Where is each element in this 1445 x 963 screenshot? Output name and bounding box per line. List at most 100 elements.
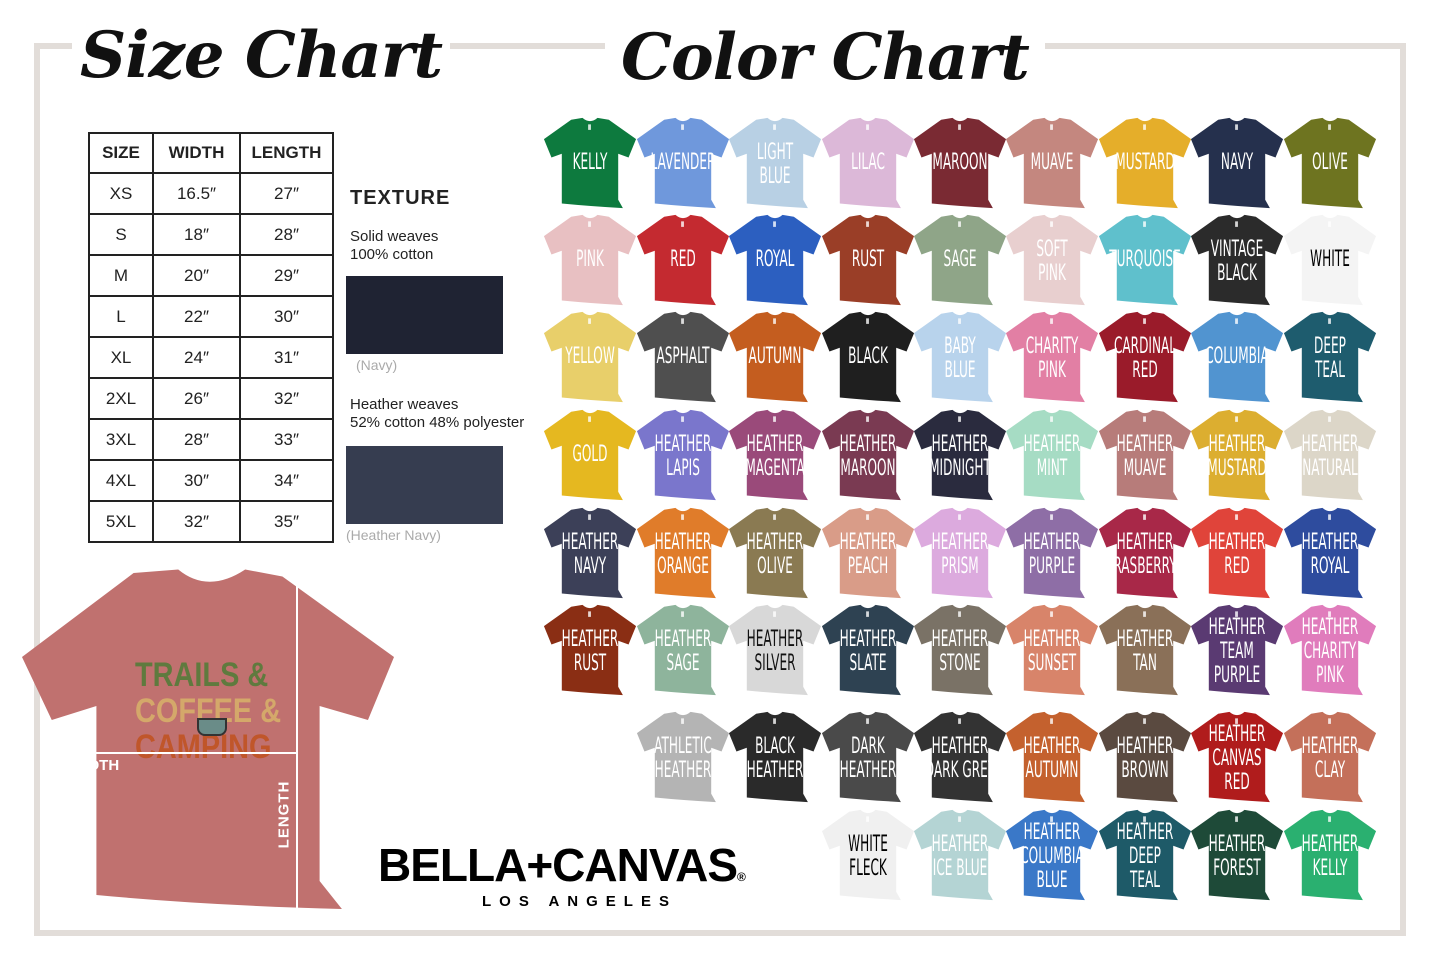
- color-name: HEATHER RED: [1200, 531, 1274, 579]
- color-name-line: RED: [1224, 770, 1250, 795]
- tshirt-icon: [728, 507, 822, 599]
- color-name: HEATHER ICE BLUE: [923, 833, 997, 881]
- color-swatch-shirt: YELLOW: [543, 311, 637, 403]
- color-name-line: FLECK: [849, 856, 887, 881]
- tshirt-icon: [636, 507, 730, 599]
- tshirt-icon: [728, 711, 822, 803]
- color-name: NAVY: [1200, 151, 1274, 175]
- length-cell: 29″: [239, 254, 334, 297]
- tshirt-icon: [543, 409, 637, 501]
- color-name: YELLOW: [553, 345, 627, 369]
- color-name-line: TAN: [1133, 651, 1157, 676]
- color-name-line: NATURAL: [1302, 456, 1358, 481]
- color-name-line: COLUMBIA: [1020, 844, 1084, 869]
- color-name-line: BLACK: [848, 344, 888, 369]
- color-name: HEATHER PURPLE: [1015, 531, 1089, 579]
- color-name-line: BLUE: [759, 164, 791, 189]
- color-name-line: HEATHER: [1116, 530, 1174, 555]
- length-cell: 35″: [239, 500, 334, 543]
- color-swatch-shirt: HEATHER NATURAL: [1283, 409, 1377, 501]
- color-name: ROYAL: [738, 248, 812, 272]
- color-name-line: RED: [1224, 554, 1250, 579]
- color-name-line: WHITE: [848, 832, 888, 857]
- header-size: SIZE: [88, 132, 154, 174]
- color-name: HEATHER TEAM PURPLE: [1200, 616, 1274, 688]
- color-name: HEATHER SAGE: [646, 628, 720, 676]
- length-cell: 33″: [239, 418, 334, 461]
- color-name: HEATHER LAPIS: [646, 433, 720, 481]
- size-cell: XS: [88, 172, 154, 215]
- color-name-line: STONE: [939, 651, 981, 676]
- color-name: HEATHER SILVER: [738, 628, 812, 676]
- color-swatch-shirt: HEATHER NAVY: [543, 507, 637, 599]
- tshirt-icon: [636, 214, 730, 306]
- color-name-line: CLAY: [1314, 758, 1346, 783]
- color-swatch-shirt: HEATHER PURPLE: [1005, 507, 1099, 599]
- tshirt-icon: [913, 311, 1007, 403]
- width-cell: 16.5″: [152, 172, 241, 215]
- color-name: HEATHER RUST: [553, 628, 627, 676]
- color-swatch-shirt: HEATHER SAGE: [636, 604, 730, 696]
- tshirt-icon: [1190, 507, 1284, 599]
- color-swatch-shirt: HEATHER RASBERRY: [1098, 507, 1192, 599]
- color-name: HEATHER OLIVE: [738, 531, 812, 579]
- color-swatch-shirt: HEATHER TAN: [1098, 604, 1192, 696]
- color-name-line: LIGHT: [756, 140, 794, 165]
- color-name: SOFT PINK: [1015, 238, 1089, 286]
- frame-left: [34, 43, 40, 936]
- length-cell: 31″: [239, 336, 334, 379]
- tshirt-icon: [1283, 409, 1377, 501]
- color-name-line: ROYAL: [755, 247, 795, 272]
- color-swatch-shirt: RUST: [821, 214, 915, 306]
- tshirt-icon: [543, 214, 637, 306]
- solid-line1: Solid weaves: [350, 228, 439, 245]
- length-cell: 27″: [239, 172, 334, 215]
- color-name-line: LAVENDER: [650, 150, 716, 175]
- width-cell: 18″: [152, 213, 241, 256]
- width-line: [72, 752, 298, 754]
- color-swatch-shirt: CARDINAL RED: [1098, 311, 1192, 403]
- color-swatch-shirt: HEATHER KELLY: [1283, 809, 1377, 901]
- color-name-line: BLUE: [944, 358, 976, 383]
- color-name-line: AUTUMN: [1025, 758, 1079, 783]
- color-name: HEATHER MUSTARD: [1200, 433, 1274, 481]
- texture-heading: TEXTURE: [350, 187, 451, 209]
- tshirt-icon: [728, 214, 822, 306]
- color-name-line: WHITE: [1310, 247, 1350, 272]
- color-swatch-shirt: SOFT PINK: [1005, 214, 1099, 306]
- color-name-line: GOLD: [572, 442, 608, 467]
- color-name-line: BABY: [944, 334, 976, 359]
- color-name-line: RED: [670, 247, 696, 272]
- color-name-line: ICE BLUE: [932, 856, 988, 881]
- color-name-line: NAVY: [1220, 150, 1254, 175]
- color-name-line: HEATHER: [1116, 734, 1174, 759]
- tshirt-icon: [543, 117, 637, 209]
- size-cell: M: [88, 254, 154, 297]
- color-name-line: LILAC: [851, 150, 885, 175]
- color-name: HEATHER PEACH: [831, 531, 905, 579]
- tshirt-icon: [821, 507, 915, 599]
- tshirt-icon: [913, 214, 1007, 306]
- color-name-line: MAGENTA: [745, 456, 805, 481]
- color-name: LILAC: [831, 151, 905, 175]
- color-swatch-shirt: MUSTARD: [1098, 117, 1192, 209]
- color-swatch-shirt: HEATHER MUAVE: [1098, 409, 1192, 501]
- color-name: ATHLETIC HEATHER: [646, 735, 720, 783]
- tshirt-icon: [821, 214, 915, 306]
- color-name-line: HEATHER: [1208, 530, 1266, 555]
- color-name-line: RASBERRY: [1113, 554, 1177, 579]
- tshirt-icon: [1005, 507, 1099, 599]
- solid-caption: (Navy): [356, 357, 398, 373]
- tshirt-icon: [543, 507, 637, 599]
- color-name-line: HEATHER: [1208, 432, 1266, 457]
- width-cell: 32″: [152, 500, 241, 543]
- color-name: AUTUMN: [738, 345, 812, 369]
- size-cell: 4XL: [88, 459, 154, 502]
- color-swatch-shirt: HEATHER COLUMBIA BLUE: [1005, 809, 1099, 901]
- size-row: XL 24″ 31″: [88, 336, 334, 379]
- color-name: DEEP TEAL: [1293, 335, 1367, 383]
- solid-line2: 100% cotton: [350, 246, 434, 263]
- color-name-line: FOREST: [1213, 856, 1261, 881]
- color-name: HEATHER CANVAS RED: [1200, 723, 1274, 795]
- color-name-line: HEATHER: [654, 758, 712, 783]
